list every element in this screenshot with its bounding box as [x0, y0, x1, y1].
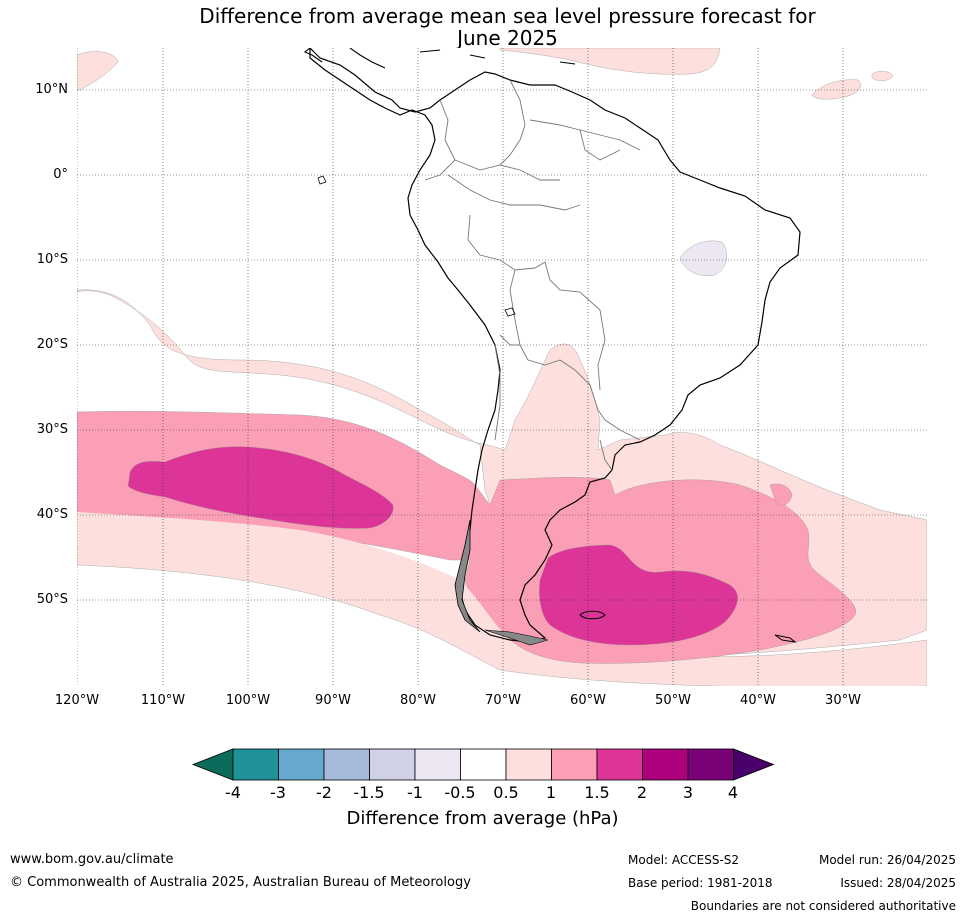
colorbar-swatch	[505, 748, 552, 781]
lon-label-100w: 100°W	[225, 693, 271, 708]
footer-model-run: Model run: 26/04/2025	[818, 853, 956, 867]
lat-label-10s: 10°S	[36, 252, 68, 267]
colorbar-tick: 2	[636, 783, 648, 802]
colorbar-tick: 1	[545, 783, 557, 802]
colorbar-swatch	[278, 748, 325, 781]
anomaly-patch-north-4	[871, 71, 894, 81]
colorbar-tick: 4	[727, 783, 739, 802]
title-line-1: Difference from average mean sea level p…	[199, 4, 816, 28]
falkland-islands	[579, 610, 606, 620]
anomaly-region-1-sw	[77, 512, 510, 660]
colorbar	[191, 748, 775, 781]
lat-label-10n: 10°N	[35, 82, 68, 97]
map-title: Difference from average mean sea level p…	[0, 5, 965, 49]
anomaly-patch-north-3	[811, 79, 861, 100]
colorbar-title: Difference from average (hPa)	[346, 808, 619, 829]
colorbar-tick: -1.5	[353, 783, 385, 802]
lon-label-60w: 60°W	[570, 693, 606, 708]
footer-website: www.bom.gov.au/climate	[10, 852, 174, 867]
colorbar-swatch	[596, 748, 643, 781]
footer-issued: Issued: 28/04/2025	[840, 876, 956, 890]
lon-label-90w: 90°W	[315, 693, 351, 708]
lat-label-40s: 40°S	[36, 507, 68, 522]
colorbar-swatch	[551, 748, 598, 781]
anomaly-region-1-ne	[769, 483, 793, 506]
colorbar-swatch	[687, 748, 734, 781]
lon-label-40w: 40°W	[740, 693, 776, 708]
southern-archipelago	[454, 519, 481, 633]
colorbar-tick: -0.5	[444, 783, 476, 802]
lat-label-30s: 30°S	[36, 422, 68, 437]
colorbar-tick: -2	[316, 783, 332, 802]
lon-label-30w: 30°W	[825, 693, 861, 708]
colorbar-tick: -3	[270, 783, 286, 802]
lat-label-0: 0°	[53, 167, 68, 182]
tierra-del-fuego	[484, 629, 549, 646]
graticule	[77, 48, 927, 686]
anomaly-patch-brazil	[679, 240, 727, 276]
colorbar-swatch	[460, 748, 507, 781]
lat-label-20s: 20°S	[36, 337, 68, 352]
lake-titicaca	[504, 307, 516, 317]
colorbar-extend-high	[733, 748, 775, 781]
anomaly-region-1-5-pacific	[127, 446, 394, 529]
anomaly-patch-north-1	[77, 51, 119, 91]
colorbar-swatch	[642, 748, 689, 781]
footer-model: Model: ACCESS-S2	[628, 853, 740, 867]
lon-label-50w: 50°W	[655, 693, 691, 708]
caribbean-islands	[419, 49, 576, 65]
lon-label-110w: 110°W	[140, 693, 186, 708]
colorbar-tick: 1.5	[584, 783, 610, 802]
central-america-coastline	[303, 48, 386, 69]
colorbar-swatch	[369, 748, 416, 781]
colorbar-tick: -4	[225, 783, 241, 802]
south-america-coastline	[309, 48, 801, 643]
colorbar-extend-low	[191, 748, 234, 781]
footer-disclaimer: Boundaries are not considered authoritat…	[690, 899, 956, 913]
lon-label-80w: 80°W	[400, 693, 436, 708]
colorbar-tick: 0.5	[493, 783, 519, 802]
footer-base-period: Base period: 1981-2018	[628, 876, 773, 890]
lon-label-70w: 70°W	[485, 693, 521, 708]
galapagos	[317, 175, 327, 185]
anomaly-region-1-5-atlantic	[539, 544, 738, 646]
colorbar-swatch	[232, 748, 279, 781]
lat-label-50s: 50°S	[36, 592, 68, 607]
footer-copyright: © Commonwealth of Australia 2025, Austra…	[10, 875, 471, 890]
pressure-anomaly-map	[77, 48, 927, 686]
lon-label-120w: 120°W	[54, 693, 100, 708]
title-line-2: June 2025	[457, 26, 558, 50]
country-borders	[424, 79, 641, 471]
colorbar-swatch	[414, 748, 461, 781]
colorbar-tick: 3	[682, 783, 694, 802]
colorbar-swatch	[323, 748, 370, 781]
south-georgia	[774, 634, 797, 643]
anomaly-patch-north-2	[499, 48, 721, 75]
colorbar-tick: -1	[407, 783, 423, 802]
